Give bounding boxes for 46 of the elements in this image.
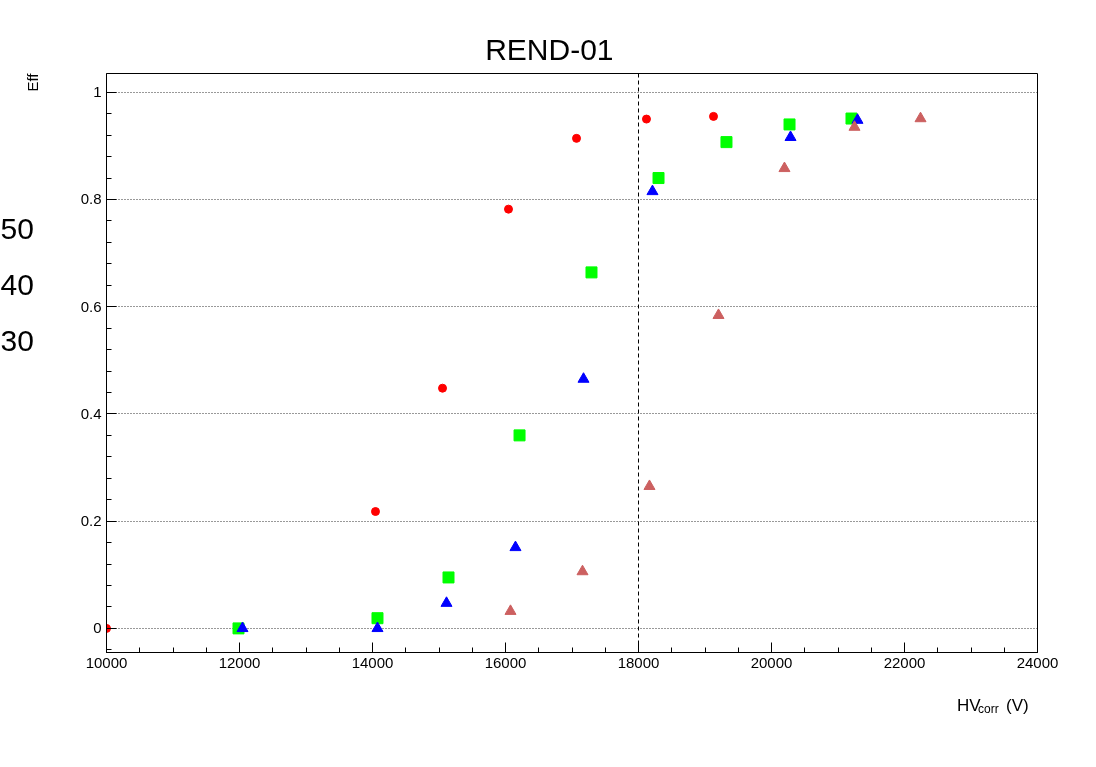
point [641, 114, 651, 124]
point [585, 266, 598, 279]
point [778, 161, 791, 173]
point [652, 172, 665, 185]
point [371, 612, 384, 625]
point [848, 120, 861, 131]
point [503, 204, 513, 214]
point [370, 507, 380, 516]
y-tick-label: 1 [93, 83, 102, 101]
point [577, 372, 590, 383]
point [784, 130, 797, 141]
y-tick-label: 0.4 [80, 404, 102, 422]
point [513, 429, 526, 442]
point [576, 564, 589, 576]
point [712, 308, 725, 319]
point [643, 479, 656, 490]
x-tick-label: 24000 [1016, 653, 1059, 671]
point [783, 118, 796, 131]
point [438, 383, 448, 393]
x-tick-label: 10000 [85, 653, 128, 671]
x-tick-label: 12000 [218, 653, 261, 671]
point [572, 133, 582, 143]
point [504, 604, 517, 615]
y-tick-label: 0.2 [80, 512, 102, 530]
y-tick-label: 0.8 [80, 190, 102, 208]
y-axis-title: Eff [23, 72, 41, 92]
point [914, 111, 927, 123]
point [440, 596, 453, 607]
x-tick-label: 14000 [351, 653, 394, 671]
point [646, 184, 659, 196]
y-tick-label: 0.6 [80, 297, 102, 315]
point [720, 136, 733, 149]
x-tick-label: 22000 [883, 653, 926, 671]
text: 40 [0, 267, 34, 301]
x-tick-label: 20000 [750, 653, 793, 671]
y-tick-label: 0 [93, 619, 102, 637]
point [442, 571, 455, 584]
ref-line-label: REND-01 [485, 33, 614, 67]
x-tick-label: 16000 [484, 653, 527, 671]
point [371, 621, 384, 633]
text: 30 [0, 323, 34, 357]
point [509, 540, 522, 552]
point [236, 621, 249, 633]
text: 50 [0, 211, 34, 245]
x-tick-label: 18000 [617, 653, 660, 671]
point [709, 111, 719, 121]
